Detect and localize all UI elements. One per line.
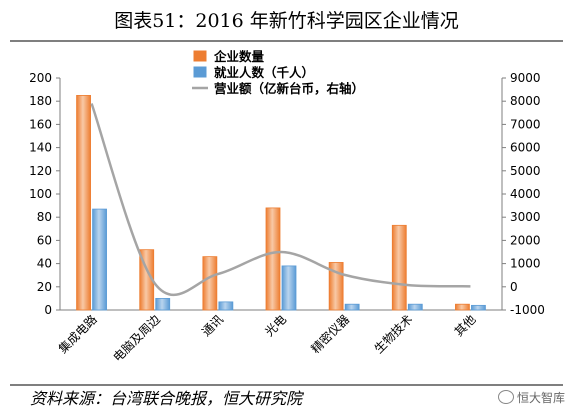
category-label: 生物技术 <box>372 312 416 356</box>
category-label: 通讯 <box>199 312 226 339</box>
employee-bar <box>344 303 360 311</box>
right-tick-label: -1000 <box>510 303 545 317</box>
left-tick-label: 180 <box>29 94 52 108</box>
legend-swatch-employees <box>193 66 207 78</box>
employee-bar <box>155 297 171 311</box>
left-tick-label: 160 <box>29 117 52 131</box>
legend-label: 企业数量 <box>213 49 265 64</box>
company-count-bar <box>391 224 407 311</box>
left-tick-label: 200 <box>29 71 52 85</box>
bar-line-chart: 0 20 40 60 80 100 120 140 160 180 200 -1000 0 1000 200… <box>29 49 545 365</box>
title-divider <box>10 40 563 42</box>
company-count-bar <box>76 95 91 311</box>
right-tick-label: 0 <box>510 280 518 294</box>
left-tick-label: 140 <box>29 141 52 155</box>
chart-bars <box>76 95 486 311</box>
right-tick-label: 5000 <box>510 164 541 178</box>
footer-divider <box>10 384 563 386</box>
company-count-bar <box>455 303 470 311</box>
right-tick-label: 8000 <box>510 94 541 108</box>
category-label: 电脑及周边 <box>110 312 162 364</box>
left-tick-label: 100 <box>29 187 52 201</box>
category-label: 光电 <box>262 312 289 339</box>
watermark: 恒大智库 <box>497 389 565 407</box>
left-tick-label: 60 <box>37 233 52 247</box>
source-note: 资料来源：台湾联合晚报，恒大研究院 <box>30 389 303 408</box>
chart-axes <box>56 77 506 311</box>
company-count-bar <box>202 256 218 311</box>
legend-label: 就业人数（千人） <box>214 65 314 80</box>
left-tick-label: 80 <box>37 210 52 224</box>
chart-title: 图表51：2016 年新竹科学园区企业情况 <box>114 10 459 32</box>
category-label: 其他 <box>452 312 479 339</box>
left-tick-label: 20 <box>37 280 52 294</box>
company-count-bar <box>265 207 281 311</box>
category-label: 集成电路 <box>55 312 100 357</box>
legend-swatch-companies <box>193 50 207 62</box>
right-tick-label: 4000 <box>510 187 541 201</box>
employee-bar <box>407 303 423 311</box>
employee-bar <box>471 304 486 311</box>
revenue-line <box>90 103 471 297</box>
legend-label: 营业额（亿新台币，右轴） <box>214 81 364 96</box>
right-tick-label: 1000 <box>510 257 541 271</box>
left-tick-label: 40 <box>37 257 52 271</box>
right-tick-label: 9000 <box>510 71 541 85</box>
category-label: 精密仪器 <box>308 312 353 357</box>
watermark-label: 恒大智库 <box>516 391 565 405</box>
wechat-icon <box>497 390 514 404</box>
right-tick-label: 6000 <box>510 141 541 155</box>
right-tick-label: 7000 <box>510 117 541 131</box>
left-tick-label: 0 <box>44 303 52 317</box>
employee-bar <box>92 208 107 311</box>
right-tick-label: 2000 <box>510 233 541 247</box>
left-tick-label: 120 <box>29 164 52 178</box>
chart-line-series <box>90 103 471 297</box>
employee-bar <box>218 301 234 311</box>
right-tick-label: 3000 <box>510 210 541 224</box>
employee-bar <box>281 265 297 311</box>
